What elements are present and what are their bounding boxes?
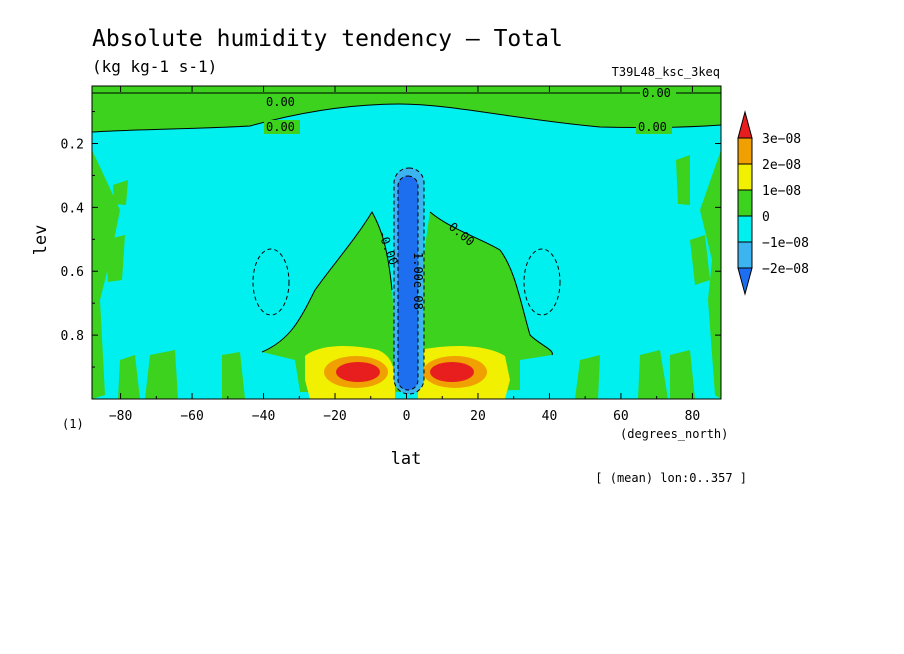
fill-region-right-patch-2 <box>676 155 690 205</box>
fill-region-left-patch <box>105 235 125 282</box>
fill-region-right-low-3 <box>670 350 695 399</box>
contour-label: 0.00 <box>638 120 667 134</box>
x-axis: −80 −60 −40 −20 0 20 40 60 80 <box>109 86 700 424</box>
colorbar-arrow-bottom <box>737 267 753 296</box>
y-axis-label: lev <box>31 225 51 256</box>
fill-region-right-low-2 <box>575 355 600 399</box>
x-tick-label: 20 <box>470 409 486 424</box>
colorbar-label: −2e−08 <box>762 262 809 277</box>
x-tick-label: 40 <box>542 409 558 424</box>
chart-title: Absolute humidity tendency — Total <box>92 26 563 52</box>
x-tick-label: 60 <box>613 409 629 424</box>
fill-region-left-patch-2 <box>113 180 128 205</box>
colorbar-segment <box>737 241 753 269</box>
x-tick-label: 0 <box>403 409 411 424</box>
colorbar-segment <box>737 163 753 191</box>
fill-region-left-low-2 <box>118 355 140 399</box>
fill-region-right-low <box>638 350 668 399</box>
y-tick-label: 0.2 <box>61 137 84 152</box>
colorbar-label: −1e−08 <box>762 236 809 251</box>
x-tick-label: −40 <box>252 409 275 424</box>
y-tick-label: 0.4 <box>61 201 85 216</box>
colorbar-arrow-top <box>737 110 753 139</box>
contour-label: 0.00 <box>642 86 671 100</box>
fill-region-left-strip <box>92 150 120 399</box>
x-tick-label: 80 <box>685 409 701 424</box>
colorbar-label: 2e−08 <box>762 158 801 173</box>
colorbar-segment <box>737 137 753 165</box>
chart-units: (kg kg-1 s-1) <box>92 57 217 76</box>
y-axis-units: (1) <box>62 417 84 431</box>
y-axis: 0.2 0.4 0.6 0.8 <box>61 111 721 368</box>
colorbar-label: 3e−08 <box>762 132 801 147</box>
colorbar-label: 1e−08 <box>762 184 801 199</box>
fill-region-left-low <box>145 350 178 399</box>
x-tick-label: −20 <box>323 409 346 424</box>
plot-area <box>92 86 721 399</box>
contour-label: 0.00 <box>266 120 295 134</box>
run-label: T39L48_ksc_3keq <box>612 65 720 79</box>
y-tick-label: 0.6 <box>61 265 84 280</box>
colorbar-label: 0 <box>762 210 770 225</box>
fill-region-upper-positive <box>92 86 721 132</box>
contour-labels: 0.00 0.00 0.00 0.00 -0.00 0.00 1.00e-08 <box>264 86 676 310</box>
fill-region-right-patch <box>690 235 710 285</box>
fill-region-red-north <box>430 362 474 382</box>
colorbar-segment <box>737 215 753 243</box>
x-tick-label: −60 <box>180 409 203 424</box>
colorbar: −2e−08 −1e−08 0 1e−08 2e−08 3e−08 <box>737 110 809 296</box>
fill-region-drying-column <box>398 176 418 390</box>
x-tick-label: −80 <box>109 409 132 424</box>
x-axis-label: lat <box>391 449 422 469</box>
x-axis-units: (degrees_north) <box>620 427 728 441</box>
contour-label: 1.00e-08 <box>411 252 425 310</box>
contour-label: 0.00 <box>266 95 295 109</box>
fill-region-right-strip <box>700 150 721 399</box>
footer-note: [ (mean) lon:0..357 ] <box>595 471 747 485</box>
colorbar-segment <box>737 189 753 217</box>
contour-lines <box>92 92 721 399</box>
fill-region-red-south <box>336 362 380 382</box>
y-tick-label: 0.8 <box>61 329 84 344</box>
fill-region-left-low-3 <box>222 352 245 399</box>
